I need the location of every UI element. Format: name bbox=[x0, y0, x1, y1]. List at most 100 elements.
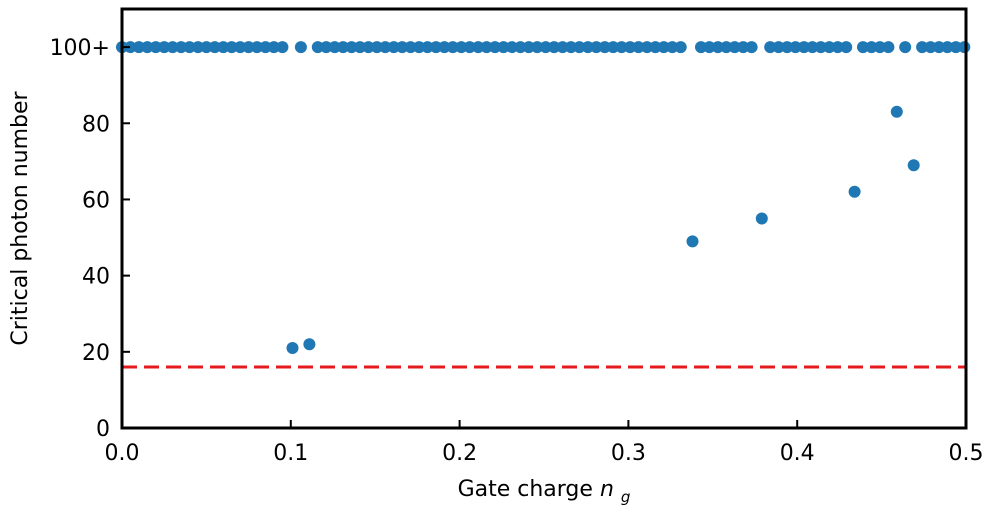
data-point bbox=[666, 41, 679, 54]
data-point bbox=[539, 41, 552, 54]
data-point bbox=[899, 41, 912, 54]
data-point bbox=[463, 41, 476, 54]
data-point bbox=[175, 41, 188, 54]
data-point bbox=[522, 41, 535, 54]
data-point bbox=[649, 41, 662, 54]
data-point bbox=[286, 342, 299, 354]
data-point bbox=[430, 41, 442, 54]
data-point bbox=[379, 41, 392, 54]
data-point bbox=[311, 41, 324, 54]
data-point bbox=[531, 41, 544, 54]
data-point bbox=[728, 41, 741, 54]
x-tick-label: 0.4 bbox=[780, 441, 815, 466]
data-point bbox=[124, 41, 137, 54]
x-tick-label: 0.1 bbox=[273, 441, 308, 466]
data-point bbox=[857, 41, 869, 54]
data-point bbox=[132, 41, 145, 54]
data-point bbox=[615, 41, 628, 54]
data-point bbox=[624, 41, 637, 54]
data-point bbox=[657, 41, 670, 54]
data-point bbox=[848, 185, 861, 198]
data-point bbox=[806, 41, 819, 54]
y-axis-ticks: 0 20 40 60 80 100+ bbox=[50, 36, 130, 442]
data-point bbox=[941, 41, 954, 54]
data-point bbox=[480, 41, 493, 54]
y-tick-label: 20 bbox=[82, 341, 110, 366]
data-point bbox=[755, 212, 768, 225]
data-point bbox=[166, 41, 179, 54]
data-point bbox=[497, 41, 510, 54]
data-point bbox=[328, 41, 341, 54]
x-axis-label-text: Gate charge bbox=[458, 477, 593, 502]
plot-frame bbox=[120, 7, 968, 430]
data-point bbox=[259, 41, 272, 54]
data-point bbox=[345, 41, 358, 54]
data-point bbox=[882, 41, 895, 54]
data-point bbox=[514, 41, 527, 54]
data-point bbox=[737, 41, 750, 54]
x-axis-label-symbol: n bbox=[600, 477, 614, 502]
data-point bbox=[362, 41, 375, 54]
data-point bbox=[840, 41, 853, 54]
data-point bbox=[556, 41, 569, 54]
x-axis-ticks: 0.0 0.1 0.2 0.3 0.4 0.5 bbox=[105, 420, 984, 466]
y-tick-label: 60 bbox=[82, 188, 110, 213]
data-point bbox=[590, 41, 603, 54]
data-point bbox=[916, 41, 929, 54]
data-point bbox=[276, 41, 289, 54]
data-point bbox=[455, 41, 468, 54]
data-point bbox=[413, 41, 426, 54]
data-point bbox=[703, 41, 716, 54]
data-markers bbox=[116, 41, 971, 354]
data-point bbox=[446, 41, 459, 54]
data-point bbox=[865, 41, 878, 54]
data-point bbox=[573, 41, 586, 54]
data-point bbox=[242, 41, 255, 54]
data-point bbox=[772, 41, 785, 54]
data-point bbox=[251, 41, 263, 54]
data-point bbox=[607, 41, 620, 54]
data-point bbox=[225, 41, 238, 54]
data-point bbox=[370, 41, 383, 54]
data-point bbox=[267, 41, 280, 54]
data-point bbox=[404, 41, 417, 54]
data-point bbox=[674, 41, 687, 54]
data-point bbox=[149, 41, 162, 54]
data-point bbox=[632, 41, 645, 54]
data-point bbox=[208, 41, 221, 54]
data-point bbox=[823, 41, 836, 54]
data-point bbox=[764, 41, 777, 54]
y-tick-label: 100+ bbox=[50, 36, 110, 61]
data-point bbox=[200, 41, 213, 54]
data-point bbox=[890, 105, 903, 118]
data-point bbox=[814, 41, 827, 54]
x-tick-label: 0.0 bbox=[105, 441, 140, 466]
x-axis-label-subscript: g bbox=[621, 488, 631, 506]
data-point bbox=[489, 41, 501, 54]
data-point bbox=[387, 41, 400, 54]
data-point bbox=[924, 41, 937, 54]
data-point bbox=[798, 41, 810, 54]
x-tick-label: 0.5 bbox=[949, 441, 984, 466]
data-point bbox=[745, 41, 758, 54]
data-point bbox=[933, 41, 945, 54]
data-point bbox=[472, 41, 485, 54]
data-point bbox=[354, 41, 366, 54]
data-point bbox=[337, 41, 350, 54]
data-point bbox=[303, 338, 316, 351]
data-point bbox=[711, 41, 724, 54]
data-point bbox=[598, 41, 611, 54]
data-point bbox=[907, 159, 920, 172]
data-point bbox=[158, 41, 171, 54]
x-axis-label: Gate charge n g bbox=[458, 477, 631, 506]
data-point bbox=[949, 41, 962, 54]
data-point bbox=[873, 41, 886, 54]
data-point bbox=[958, 41, 971, 54]
data-point bbox=[294, 41, 307, 54]
data-point bbox=[438, 41, 451, 54]
data-point bbox=[581, 41, 594, 54]
data-point bbox=[183, 41, 196, 54]
data-point bbox=[720, 41, 733, 54]
